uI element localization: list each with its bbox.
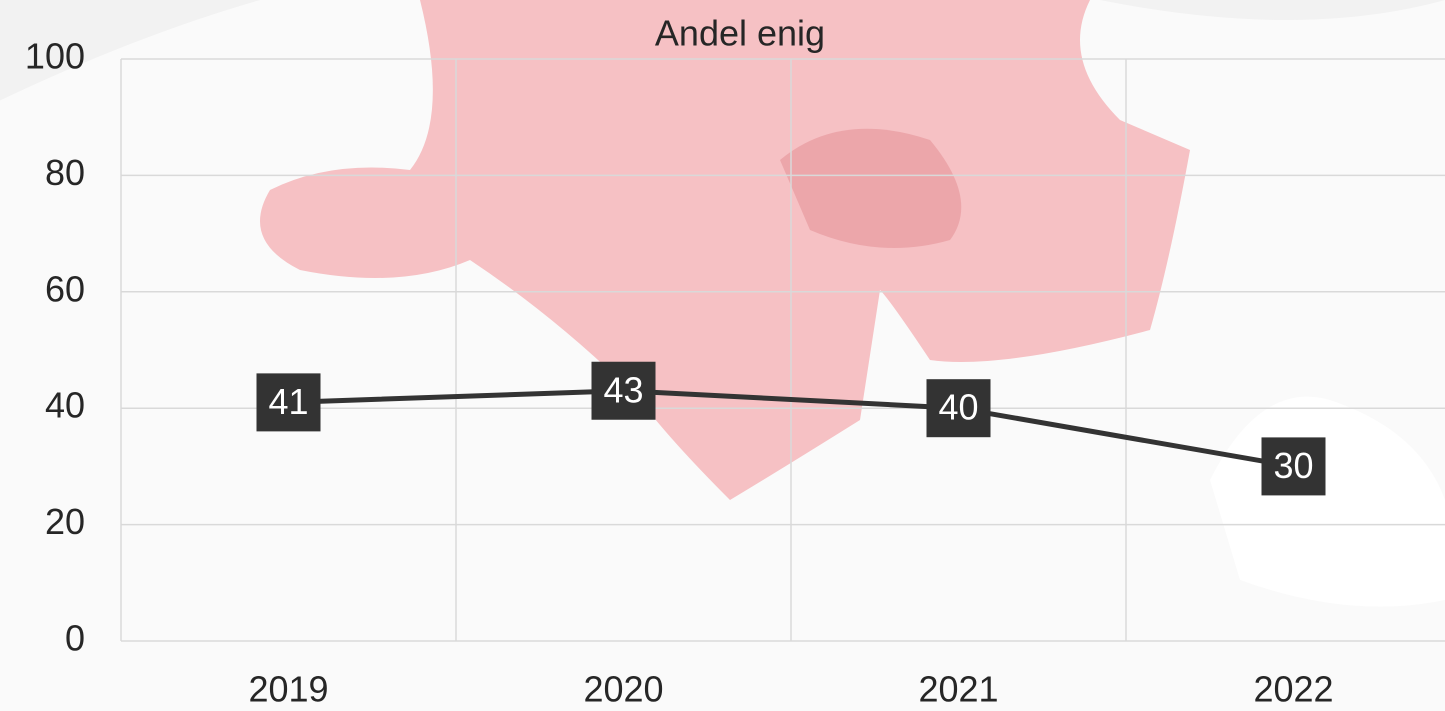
x-tick-label: 2021	[918, 669, 998, 710]
line	[288, 388, 1294, 469]
data-label-box	[256, 373, 321, 432]
y-tick-label: 60	[45, 268, 85, 309]
data-label-box	[1261, 437, 1326, 496]
data-label: 43	[591, 361, 656, 420]
data-label: 41	[256, 373, 321, 432]
x-tick-label: 2022	[1253, 669, 1333, 710]
y-tick-label: 0	[65, 618, 85, 659]
data-label-box	[926, 379, 991, 438]
data-label-text: 41	[268, 381, 308, 422]
data-label: 30	[1261, 437, 1326, 496]
y-tick-label: 20	[45, 501, 85, 542]
y-tick-label: 40	[45, 385, 85, 426]
data-label-text: 30	[1273, 445, 1313, 486]
data-label: 40	[926, 379, 991, 438]
y-tick-label: 100	[25, 36, 85, 77]
y-tick-label: 80	[45, 152, 85, 193]
data-label-text: 43	[603, 369, 643, 410]
x-tick-label: 2019	[248, 669, 328, 710]
x-tick-label: 2020	[583, 669, 663, 710]
data-label-text: 40	[938, 387, 978, 428]
chart-title: Andel enig	[655, 13, 825, 54]
data-label-box	[591, 361, 656, 420]
